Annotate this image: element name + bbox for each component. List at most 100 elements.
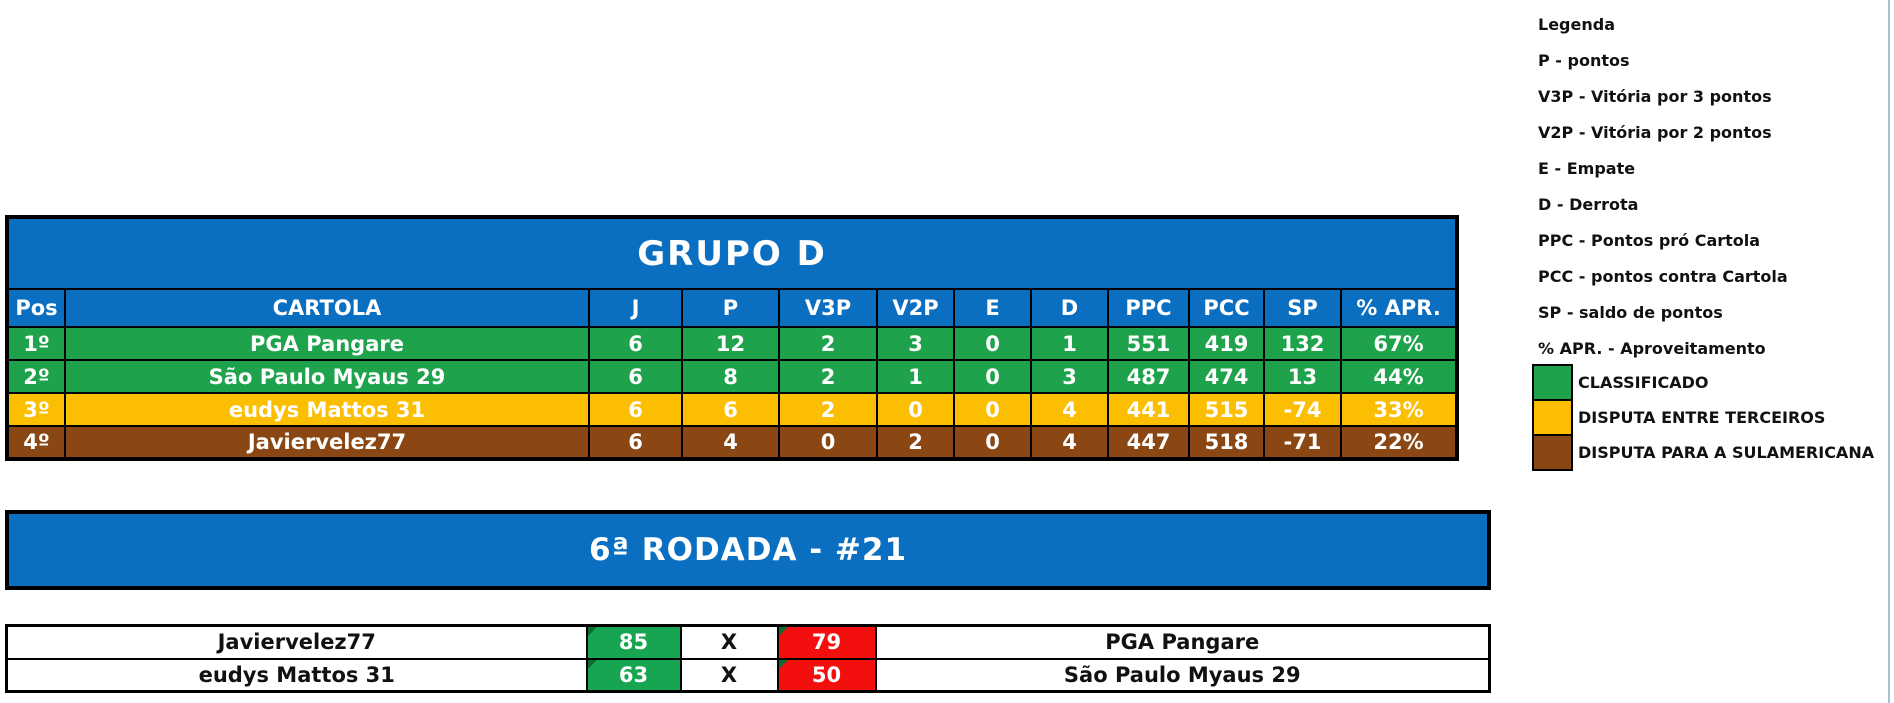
ppc-cell: 447 [1107,425,1190,460]
pcc-cell: 419 [1188,326,1265,361]
legend-item-v2p: V2P - Vitória por 2 pontos [1538,122,1772,142]
ppc-cell: 441 [1107,392,1190,427]
e-cell: 0 [953,425,1032,460]
legend-category-disputa-terceiros: DISPUTA ENTRE TERCEIROS [1532,399,1892,436]
d-cell: 4 [1030,392,1109,427]
away-score: 50 [776,657,877,693]
legend-item-ppc: PPC - Pontos pró Cartola [1538,230,1761,250]
col-header-pos: Pos [6,288,66,328]
standings-row-3: 3º eudys Mattos 31 6 6 2 0 0 4 441 515 -… [6,392,1459,427]
v2p-cell: 2 [876,425,955,460]
category-label: DISPUTA PARA A SULAMERICANA [1578,443,1875,462]
d-cell: 4 [1030,425,1109,460]
j-cell: 6 [588,392,683,427]
yellow-swatch [1532,399,1573,436]
cartola-cell: São Paulo Myaus 29 [64,359,590,394]
home-score: 85 [585,624,682,660]
legend: Legenda P - pontos V3P - Vitória por 3 p… [1532,6,1888,366]
col-header-e: E [953,288,1032,328]
col-header-apr: % APR. [1339,288,1459,328]
apr-cell: 33% [1339,392,1459,427]
standings-row-4: 4º Javiervelez77 6 4 0 2 0 4 447 518 -71… [6,425,1459,460]
cartola-cell: Javiervelez77 [64,425,590,460]
col-header-j: J [588,288,683,328]
ppc-cell: 487 [1107,359,1190,394]
brown-swatch [1532,434,1573,471]
sheet-edge-line [1888,0,1890,703]
pcc-cell: 515 [1188,392,1265,427]
away-team: PGA Pangare [874,624,1491,660]
e-cell: 0 [953,392,1032,427]
v2p-cell: 0 [876,392,955,427]
j-cell: 6 [588,326,683,361]
sp-cell: -74 [1263,392,1342,427]
legend-item-v3p: V3P - Vitória por 3 pontos [1538,86,1772,106]
p-cell: 4 [681,425,780,460]
legend-item-sp: SP - saldo de pontos [1538,302,1723,322]
sp-cell: 132 [1263,326,1342,361]
legend-category-disputa-sulamericana: DISPUTA PARA A SULAMERICANA [1532,434,1892,471]
legend-title: Legenda [1538,14,1615,34]
cartola-cell: PGA Pangare [64,326,590,361]
v3p-cell: 2 [778,326,878,361]
pos-cell: 4º [6,425,66,460]
legend-categories: CLASSIFICADO DISPUTA ENTRE TERCEIROS DIS… [1532,364,1892,471]
col-header-pcc: PCC [1188,288,1265,328]
round-banner: 6ª RODADA - #21 [5,510,1491,590]
group-title: GRUPO D [5,216,1459,290]
col-header-d: D [1030,288,1109,328]
v3p-cell: 2 [778,392,878,427]
d-cell: 1 [1030,326,1109,361]
home-team: eudys Mattos 31 [5,657,588,693]
green-swatch [1532,364,1573,401]
standings-row-2: 2º São Paulo Myaus 29 6 8 2 1 0 3 487 47… [6,359,1459,394]
p-cell: 6 [681,392,780,427]
col-header-ppc: PPC [1107,288,1190,328]
pcc-cell: 518 [1188,425,1265,460]
col-header-v2p: V2P [876,288,955,328]
versus-x: X [679,624,779,660]
sp-cell: 13 [1263,359,1342,394]
match-row-2: eudys Mattos 31 63 X 50 São Paulo Myaus … [5,657,1491,693]
home-team: Javiervelez77 [5,624,588,660]
away-team: São Paulo Myaus 29 [874,657,1491,693]
j-cell: 6 [588,359,683,394]
v2p-cell: 1 [876,359,955,394]
pos-cell: 2º [6,359,66,394]
category-label: DISPUTA ENTRE TERCEIROS [1578,408,1826,427]
d-cell: 3 [1030,359,1109,394]
e-cell: 0 [953,326,1032,361]
legend-item-pcc: PCC - pontos contra Cartola [1538,266,1788,286]
pos-cell: 1º [6,326,66,361]
col-header-p: P [681,288,780,328]
p-cell: 12 [681,326,780,361]
standings-row-1: 1º PGA Pangare 6 12 2 3 0 1 551 419 132 … [6,326,1459,361]
apr-cell: 22% [1339,425,1459,460]
col-header-v3p: V3P [778,288,878,328]
match-results-table: Javiervelez77 85 X 79 PGA Pangare eudys … [5,624,1491,693]
j-cell: 6 [588,425,683,460]
standings-header-row: Pos CARTOLA J P V3P V2P E D PPC PCC SP %… [6,288,1459,328]
ppc-cell: 551 [1107,326,1190,361]
home-score: 63 [585,657,682,693]
legend-item-e: E - Empate [1538,158,1636,178]
e-cell: 0 [953,359,1032,394]
apr-cell: 67% [1339,326,1459,361]
pos-cell: 3º [6,392,66,427]
category-label: CLASSIFICADO [1578,373,1709,392]
p-cell: 8 [681,359,780,394]
col-header-cartola: CARTOLA [64,288,590,328]
pcc-cell: 474 [1188,359,1265,394]
v2p-cell: 3 [876,326,955,361]
legend-item-apr: % APR. - Aproveitamento [1538,338,1766,358]
col-header-sp: SP [1263,288,1342,328]
group-standings-table: GRUPO D Pos CARTOLA J P V3P V2P E D PPC … [5,215,1460,461]
apr-cell: 44% [1339,359,1459,394]
away-score: 79 [776,624,877,660]
v3p-cell: 2 [778,359,878,394]
v3p-cell: 0 [778,425,878,460]
versus-x: X [679,657,779,693]
legend-category-classificado: CLASSIFICADO [1532,364,1892,401]
cartola-cell: eudys Mattos 31 [64,392,590,427]
match-row-1: Javiervelez77 85 X 79 PGA Pangare [5,624,1491,660]
